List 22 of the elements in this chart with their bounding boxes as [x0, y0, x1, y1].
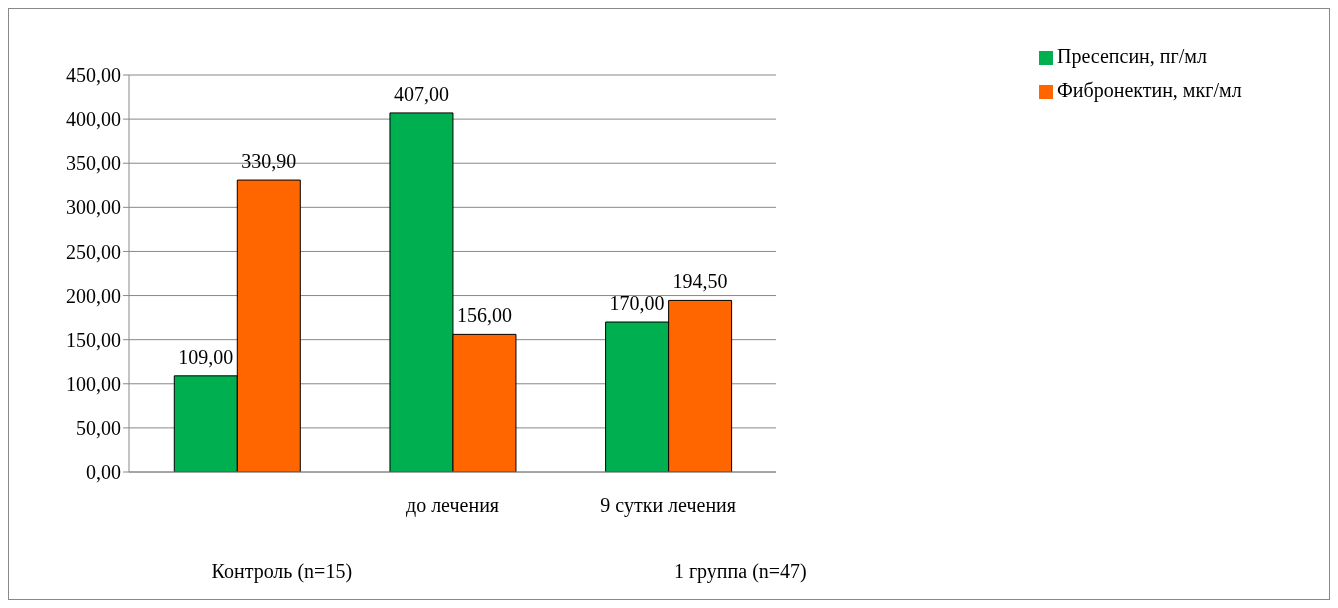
text: 1 группа (n=47)	[673, 560, 807, 583]
legend-label: Фибронектин, мкг/мл	[1057, 79, 1242, 101]
y-tick-label: 100,00	[66, 372, 121, 395]
y-tick-label: 250,00	[66, 240, 121, 263]
y-tick-label: 350,00	[66, 152, 121, 175]
data-label: 407,00	[393, 82, 449, 105]
x-tick-label: 9 сутки лечения	[600, 494, 737, 518]
y-tick-label: 400,00	[66, 108, 121, 131]
text: Контроль (n=15)	[211, 560, 353, 583]
y-tick-label: 450,00	[66, 64, 121, 87]
y-tick-label: 300,00	[66, 196, 121, 219]
y-tick-label: 150,00	[66, 328, 121, 351]
legend-label: Пресепсин, пг/мл	[1057, 45, 1207, 67]
data-label: 330,90	[241, 150, 297, 173]
y-tick-label: 50,00	[76, 416, 121, 439]
y-tick-label: 0,00	[86, 461, 121, 484]
data-label: 109,00	[178, 345, 234, 368]
data-label: 170,00	[609, 292, 665, 315]
data-label: 156,00	[456, 304, 512, 327]
data-label: 194,50	[672, 270, 728, 293]
x-tick-label: до лечения	[405, 494, 500, 518]
y-tick-label: 200,00	[66, 284, 121, 307]
